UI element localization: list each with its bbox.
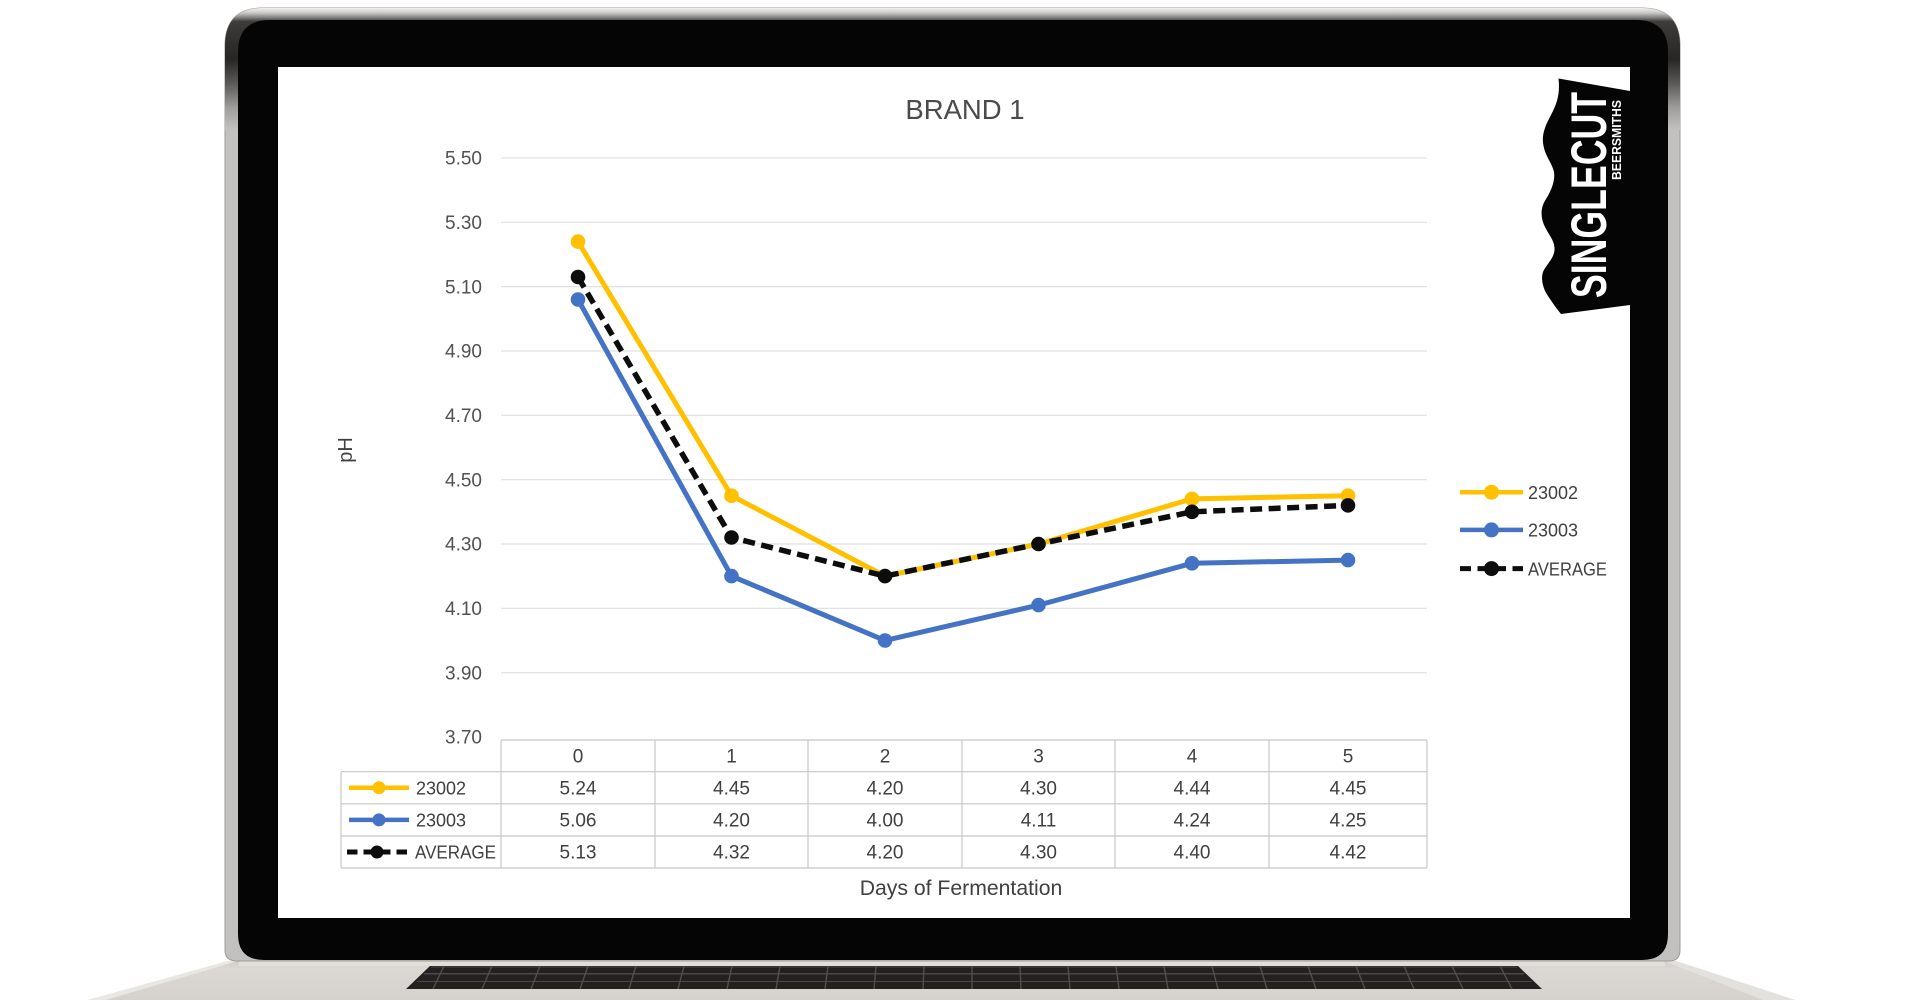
svg-text:23003: 23003 bbox=[1528, 521, 1578, 541]
svg-text:4.11: 4.11 bbox=[1021, 811, 1057, 832]
svg-text:4.10: 4.10 bbox=[445, 599, 482, 620]
svg-text:5.10: 5.10 bbox=[445, 277, 482, 298]
svg-text:4.44: 4.44 bbox=[1174, 778, 1211, 799]
svg-text:3: 3 bbox=[1033, 747, 1044, 768]
svg-text:AVERAGE: AVERAGE bbox=[1528, 559, 1607, 579]
svg-text:4.20: 4.20 bbox=[713, 811, 750, 832]
svg-text:23002: 23002 bbox=[416, 778, 466, 798]
svg-text:4.20: 4.20 bbox=[867, 843, 904, 864]
svg-text:2: 2 bbox=[880, 747, 891, 768]
svg-text:5: 5 bbox=[1343, 747, 1354, 768]
svg-text:4.25: 4.25 bbox=[1330, 811, 1367, 832]
svg-text:4.90: 4.90 bbox=[445, 342, 482, 363]
svg-text:1: 1 bbox=[726, 747, 737, 768]
svg-text:SINGLECUT: SINGLECUT bbox=[1561, 92, 1617, 298]
svg-text:4.30: 4.30 bbox=[1020, 778, 1057, 799]
svg-text:4.40: 4.40 bbox=[1174, 843, 1211, 864]
svg-text:AVERAGE: AVERAGE bbox=[415, 843, 496, 863]
svg-text:4.24: 4.24 bbox=[1174, 811, 1211, 832]
svg-text:4.50: 4.50 bbox=[445, 470, 482, 491]
svg-text:5.13: 5.13 bbox=[560, 843, 597, 864]
svg-text:4.20: 4.20 bbox=[867, 778, 904, 799]
svg-text:4.45: 4.45 bbox=[1330, 778, 1367, 799]
svg-text:23002: 23002 bbox=[1528, 483, 1578, 503]
svg-text:BEERSMITHS: BEERSMITHS bbox=[1609, 100, 1624, 180]
svg-text:0: 0 bbox=[573, 747, 584, 768]
svg-text:pH: pH bbox=[335, 437, 357, 463]
svg-text:5.30: 5.30 bbox=[445, 213, 482, 234]
svg-text:4: 4 bbox=[1187, 747, 1198, 768]
svg-text:4.70: 4.70 bbox=[445, 406, 482, 427]
svg-text:23003: 23003 bbox=[416, 811, 466, 831]
svg-text:4.42: 4.42 bbox=[1330, 843, 1367, 864]
svg-text:3.70: 3.70 bbox=[445, 728, 482, 749]
svg-text:5.50: 5.50 bbox=[445, 149, 482, 170]
svg-text:4.32: 4.32 bbox=[713, 843, 750, 864]
svg-text:4.45: 4.45 bbox=[713, 778, 750, 799]
svg-text:4.30: 4.30 bbox=[1020, 843, 1057, 864]
svg-text:5.06: 5.06 bbox=[560, 811, 597, 832]
svg-text:BRAND 1: BRAND 1 bbox=[905, 94, 1024, 125]
svg-text:3.90: 3.90 bbox=[445, 663, 482, 684]
svg-text:Days of Fermentation: Days of Fermentation bbox=[860, 877, 1063, 900]
svg-text:4.30: 4.30 bbox=[445, 535, 482, 556]
svg-text:4.00: 4.00 bbox=[867, 811, 904, 832]
svg-text:5.24: 5.24 bbox=[560, 778, 597, 799]
